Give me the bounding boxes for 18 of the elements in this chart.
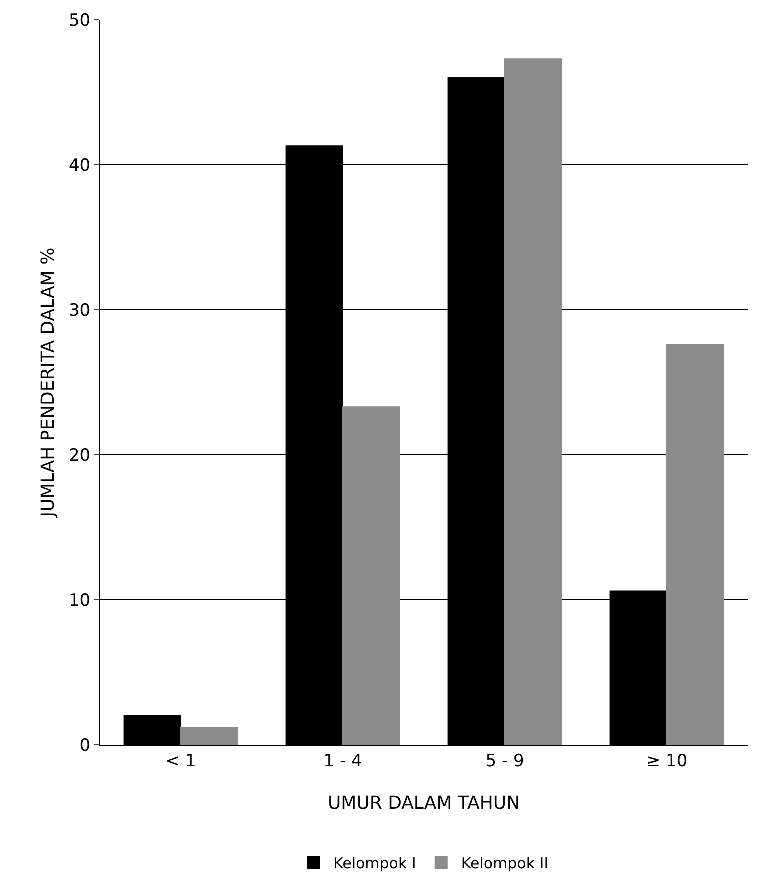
bar	[180, 727, 238, 745]
x-tick-label: < 1	[166, 751, 196, 772]
y-tick-label: 40	[68, 156, 91, 176]
y-tick-label: 20	[68, 446, 91, 466]
y-tick-label: 0	[80, 736, 91, 756]
legend-label: Kelompok I	[334, 854, 416, 873]
x-tick-label: ≥ 10	[646, 751, 688, 772]
y-tick-label: 50	[68, 10, 91, 31]
bar	[504, 58, 562, 745]
y-axis-title: JUMLAH PENDERITA DALAM %	[38, 248, 59, 518]
x-axis-title: UMUR DALAM TAHUN	[328, 793, 520, 814]
bar	[666, 344, 724, 745]
x-tick-label: 1 - 4	[324, 751, 362, 772]
bar	[342, 406, 400, 745]
legend-label: Kelompok II	[461, 854, 549, 873]
y-tick-label: 10	[68, 590, 91, 611]
x-tick-label: 5 - 9	[486, 751, 524, 772]
y-tick-label: 30	[68, 300, 91, 321]
